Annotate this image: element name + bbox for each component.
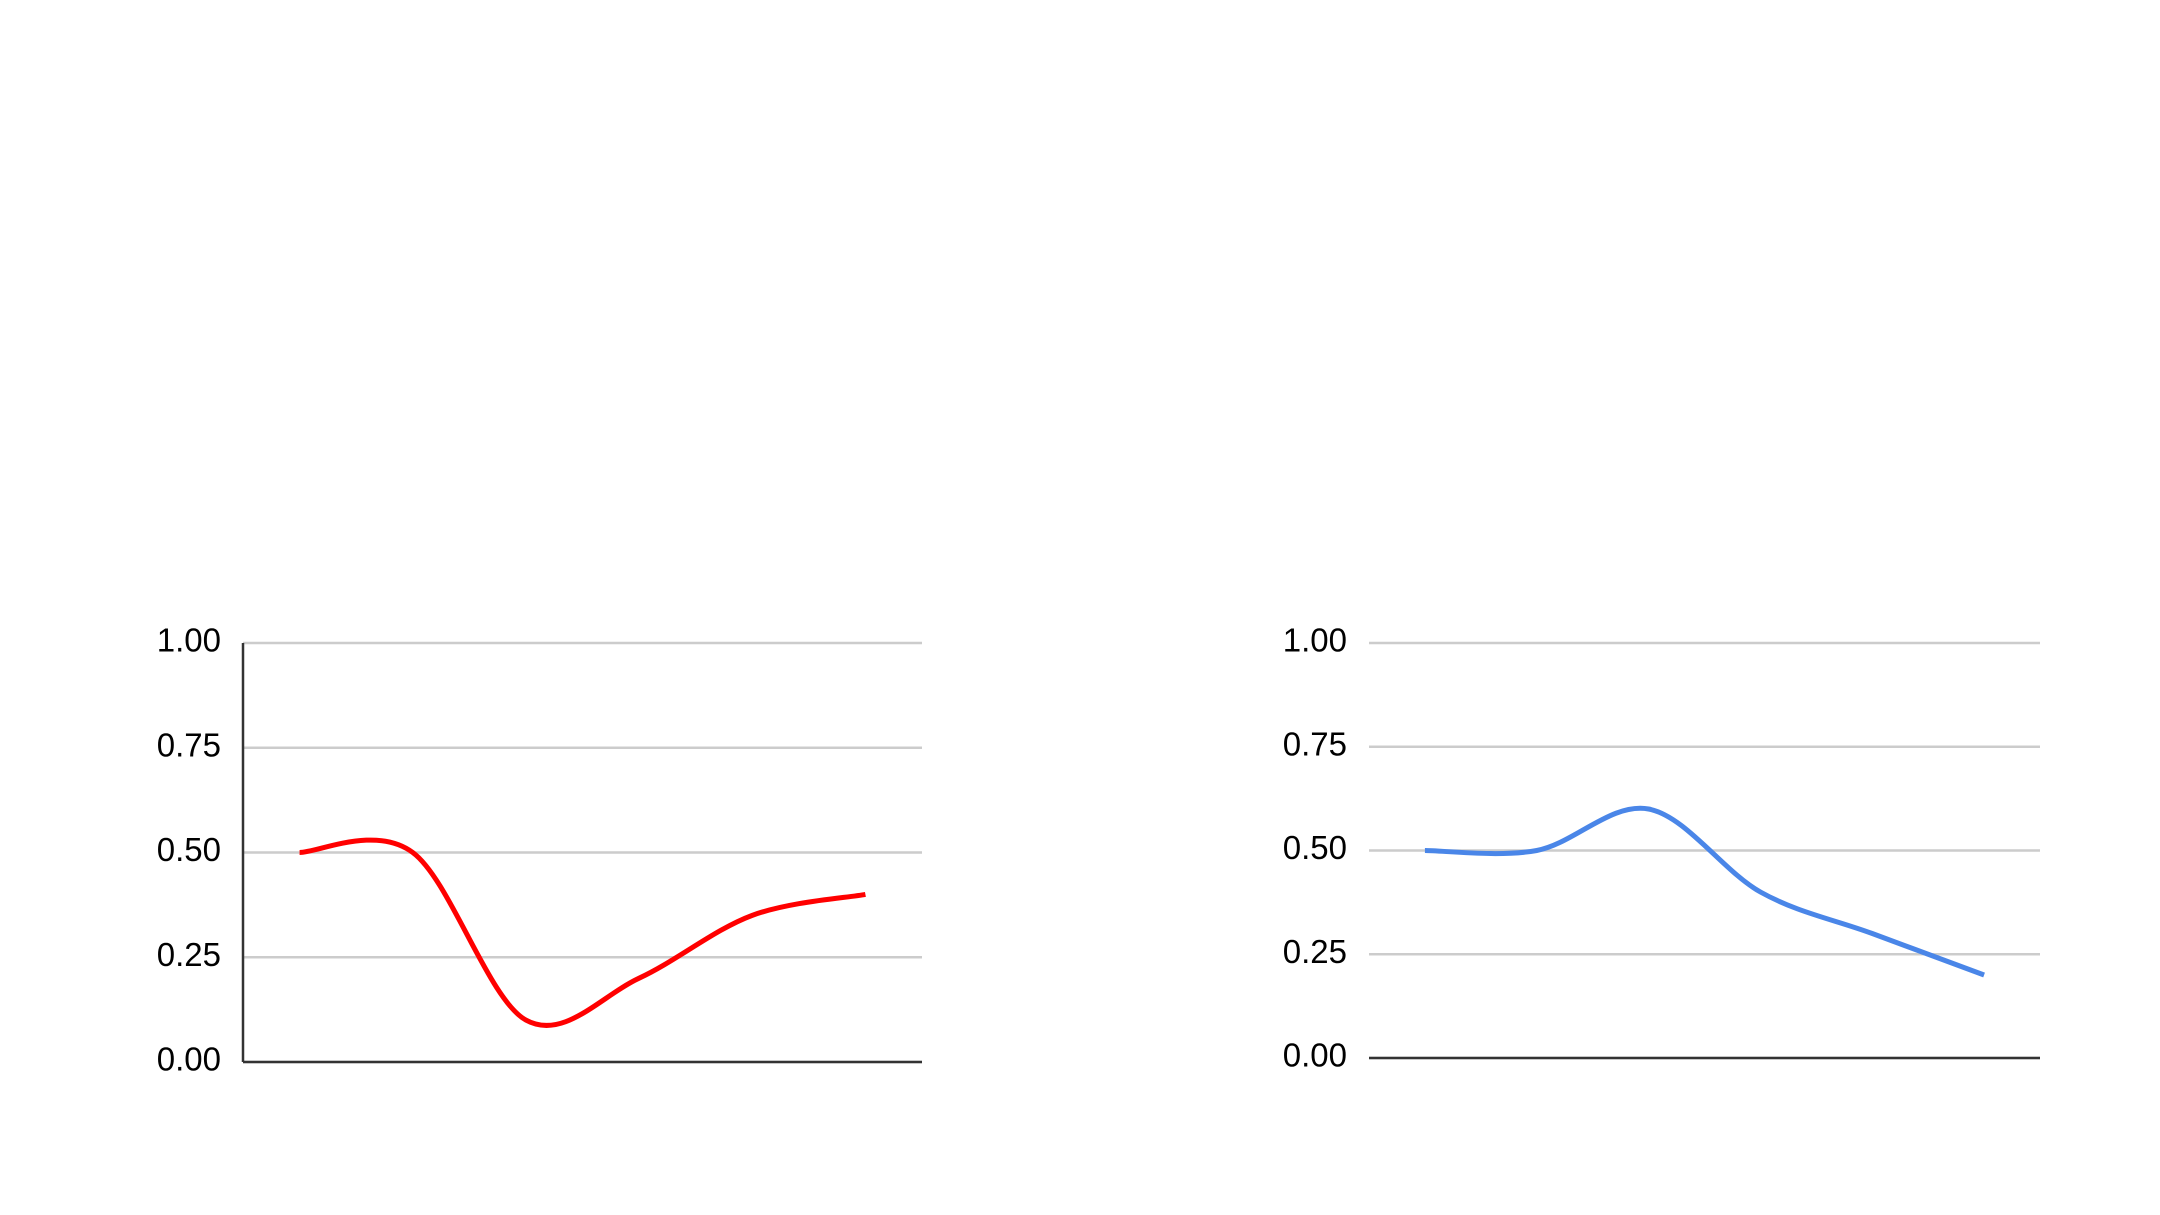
y-tick-label: 0.00 [1283, 1037, 1347, 1074]
y-tick-label: 1.00 [157, 622, 221, 659]
data-line [1424, 805, 1985, 978]
y-tick-label: 0.50 [1283, 829, 1347, 866]
y-tick-label: 0.75 [1283, 725, 1347, 762]
y-tick-label: 0.00 [157, 1041, 221, 1078]
y-tick-label: 0.25 [157, 936, 221, 973]
y-tick-label: 0.50 [157, 831, 221, 868]
y-tick-label: 0.25 [1283, 933, 1347, 970]
y-tick-label: 1.00 [1283, 622, 1347, 659]
data-line [299, 837, 866, 1028]
y-tick-label: 0.75 [157, 726, 221, 763]
